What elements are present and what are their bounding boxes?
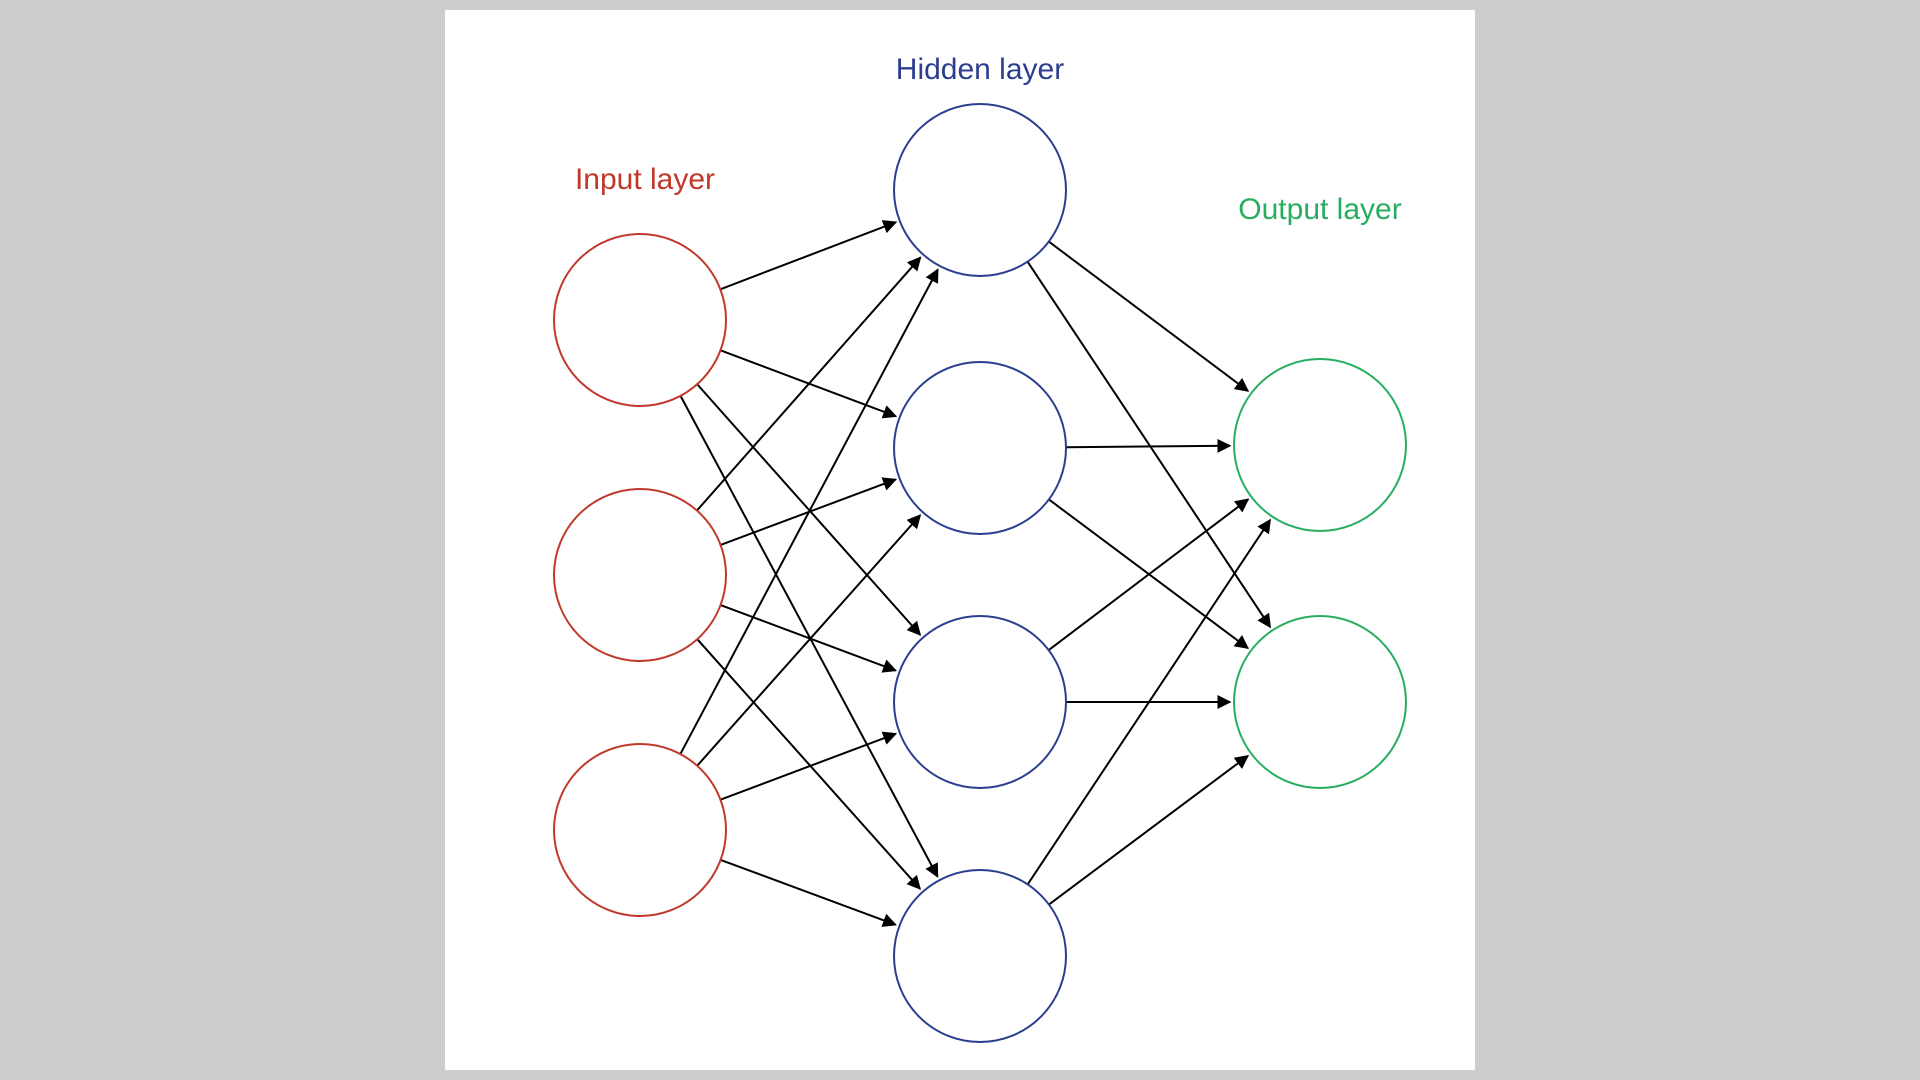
edge (1049, 242, 1248, 391)
edge (1066, 446, 1230, 447)
edge (697, 639, 920, 889)
diagram-canvas: Input layer Hidden layer Output layer (445, 10, 1475, 1070)
edge (721, 605, 896, 670)
edge (720, 222, 896, 289)
output-node (1234, 616, 1406, 788)
hidden-node (894, 104, 1066, 276)
edge (720, 734, 895, 800)
input-layer-label: Input layer (575, 163, 715, 197)
input-node (554, 489, 726, 661)
hidden-node (894, 616, 1066, 788)
edge (721, 860, 896, 925)
edge (697, 384, 920, 635)
edges-group (680, 222, 1270, 925)
input-node (554, 234, 726, 406)
edge (697, 515, 920, 766)
edge (1049, 756, 1248, 905)
output-layer-label: Output layer (1238, 193, 1401, 227)
hidden-layer-label: Hidden layer (896, 53, 1064, 87)
hidden-node (894, 870, 1066, 1042)
output-node (1234, 359, 1406, 531)
edge (697, 257, 920, 510)
input-node (554, 744, 726, 916)
hidden-node (894, 362, 1066, 534)
